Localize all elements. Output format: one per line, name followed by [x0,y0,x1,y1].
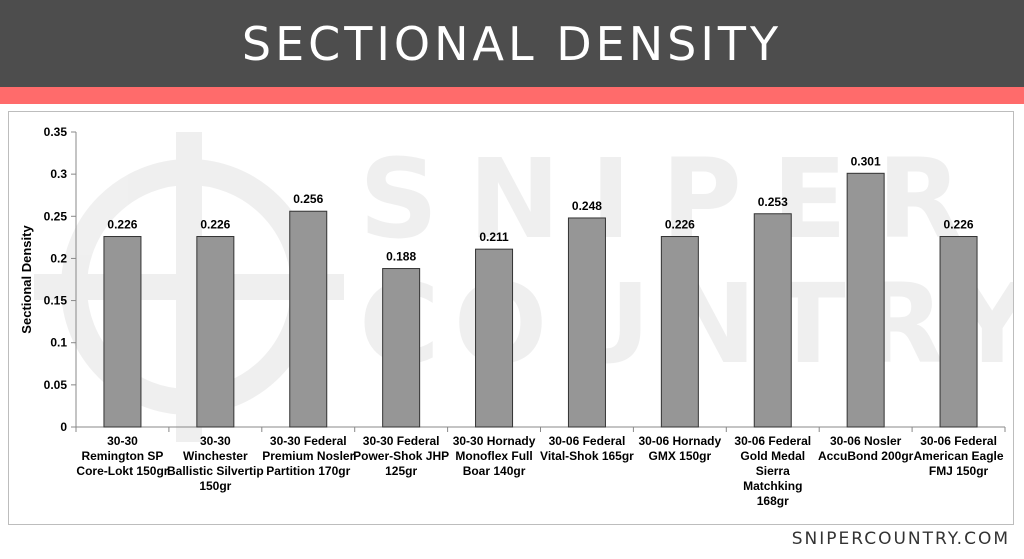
x-tick-label-line: 30-30 [200,434,231,448]
y-tick-label: 0.25 [44,209,68,223]
x-tick-label-line: Power-Shok JHP [353,449,449,463]
x-tick-label: 30-06 Federal American Eagle FMJ 150gr [914,434,1004,478]
x-tick-label-line: AccuBond 200gr [818,449,914,463]
x-tick-label-line: Matchking [743,479,802,493]
x-tick-label-line: 30-06 Nosler [830,434,902,448]
x-tick-label-line: 168gr [757,494,789,508]
bar [382,268,421,428]
x-tick-label-line: Winchester [183,449,248,463]
x-tick-label: 30-30 Federal Power-Shok JHP 125gr [353,434,449,478]
data-label: 0.248 [572,199,602,213]
x-tick-label-line: Boar 140gr [463,464,526,478]
x-tick-label: 30-30 Winchester Ballistic Silvertip 150gr [167,434,264,493]
y-tick-label: 0 [60,420,67,434]
data-label: 0.301 [851,154,881,168]
x-tick-label: 30-30 Federal Premium Nosler Partition 170… [262,434,354,478]
x-tick-label-line: 150gr [199,479,231,493]
x-tick-label-line: Sierra [756,464,790,478]
x-tick-label-line: Remington SP [81,449,163,463]
y-tick-label: 0.1 [50,336,67,350]
x-tick-label-line: Ballistic Silvertip [167,464,264,478]
chart-panel: SNIPER COUNTRY 00.050.10.150.20.250.30.3… [8,111,1014,525]
x-tick-label-line: Gold Medal [740,449,805,463]
x-tick-label-line: 30-30 Hornady [453,434,536,448]
x-tick-label-line: 30-06 Federal [549,434,626,448]
x-tick-label: 30-06 Federal Vital-Shok 165gr [540,434,634,463]
x-tick-label-line: 125gr [385,464,417,478]
y-tick-label: 0.3 [50,167,67,181]
x-tick-label-line: Partition 170gr [266,464,350,478]
x-tick-label-line: American Eagle [914,449,1004,463]
chart-title: SECTIONAL DENSITY [241,16,783,71]
x-tick-label-line: 30-06 Hornady [638,434,721,448]
site-footer: SNIPERCOUNTRY.COM [791,529,1010,549]
bar [289,210,328,428]
data-label: 0.211 [479,230,509,244]
y-tick-label: 0.15 [44,294,68,308]
y-tick-label: 0.35 [44,125,68,139]
data-label: 0.188 [386,250,416,264]
x-tick-label: 30-30 Hornady Monoflex Full Boar 140gr [453,434,536,478]
x-tick-label-line: 30-06 Federal [920,434,997,448]
x-tick-label-line: GMX 150gr [648,449,711,463]
x-tick-label-line: Monoflex Full [455,449,532,463]
accent-bar [0,87,1024,104]
data-label: 0.256 [293,192,323,206]
data-label: 0.253 [758,195,788,209]
data-label: 0.226 [944,218,974,232]
bar [939,236,978,428]
bar [475,248,514,428]
bar [196,236,235,428]
x-tick-label: 30-06 Federal Gold Medal Sierra Matchking 16… [734,434,811,508]
y-axis-title: Sectional Density [19,225,34,334]
x-tick-label-line: Core-Lokt 150gr [76,464,168,478]
data-label: 0.226 [665,218,695,232]
x-tick-label-line: 30-30 Federal [270,434,347,448]
data-label: 0.226 [200,218,230,232]
bar [103,236,142,428]
x-tick-label-line: FMJ 150gr [929,464,989,478]
y-tick-label: 0.05 [44,378,68,392]
x-tick-label-line: 30-30 Federal [363,434,440,448]
x-tick-label: 30-06 Hornady GMX 150gr [638,434,721,463]
bars: 0.226 0.226 0.256 0.188 0.211 0.248 0.226 0.253… [103,154,978,428]
x-tick-label-line: Vital-Shok 165gr [540,449,634,463]
bar [660,236,699,428]
x-tick-label-line: Premium Nosler [262,449,354,463]
bar [753,213,792,428]
bar [567,217,606,428]
x-tick-label: 30-06 Nosler AccuBond 200gr [818,434,914,463]
bar [846,172,885,428]
x-tick-label-line: 30-30 [107,434,138,448]
y-tick-label: 0.2 [50,251,67,265]
bar-chart: SNIPER COUNTRY 00.050.10.150.20.250.30.3… [19,125,1013,508]
x-tick-label: 30-30 Remington SP Core-Lokt 150gr [76,434,168,478]
data-label: 0.226 [107,218,137,232]
chart-header: SECTIONAL DENSITY [0,0,1024,87]
x-tick-label-line: 30-06 Federal [734,434,811,448]
